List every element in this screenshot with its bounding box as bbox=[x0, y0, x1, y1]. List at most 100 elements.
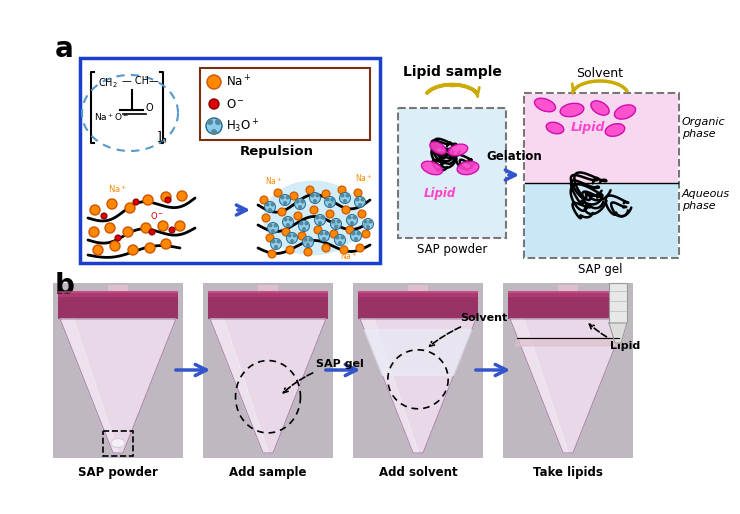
Circle shape bbox=[338, 241, 342, 245]
Circle shape bbox=[206, 118, 222, 134]
Ellipse shape bbox=[111, 438, 125, 448]
Text: Add sample: Add sample bbox=[229, 466, 307, 479]
Polygon shape bbox=[60, 319, 176, 453]
Circle shape bbox=[133, 199, 139, 205]
Circle shape bbox=[211, 129, 217, 135]
Circle shape bbox=[352, 231, 355, 235]
Circle shape bbox=[363, 218, 374, 229]
Circle shape bbox=[318, 221, 322, 225]
Circle shape bbox=[289, 217, 292, 222]
Circle shape bbox=[322, 244, 330, 252]
Polygon shape bbox=[210, 319, 326, 453]
Circle shape bbox=[306, 243, 310, 247]
Bar bbox=[358, 291, 478, 319]
Circle shape bbox=[286, 223, 290, 227]
Circle shape bbox=[149, 229, 155, 235]
Bar bbox=[108, 285, 128, 297]
Circle shape bbox=[355, 197, 360, 201]
Circle shape bbox=[350, 221, 354, 225]
Circle shape bbox=[277, 240, 280, 244]
Circle shape bbox=[283, 216, 294, 228]
Circle shape bbox=[328, 203, 332, 207]
Circle shape bbox=[313, 199, 317, 203]
Circle shape bbox=[207, 119, 213, 125]
Circle shape bbox=[110, 241, 120, 251]
Text: Lipid sample: Lipid sample bbox=[403, 65, 502, 79]
Text: Lipid: Lipid bbox=[571, 121, 605, 135]
Circle shape bbox=[262, 214, 270, 222]
Circle shape bbox=[337, 219, 340, 224]
Circle shape bbox=[209, 99, 219, 109]
Ellipse shape bbox=[448, 144, 468, 156]
Text: O$^-$: O$^-$ bbox=[226, 98, 245, 111]
Bar bbox=[53, 283, 183, 458]
Text: Repulsion: Repulsion bbox=[240, 145, 314, 158]
Circle shape bbox=[358, 210, 366, 218]
Circle shape bbox=[286, 246, 294, 254]
Circle shape bbox=[340, 246, 348, 254]
Circle shape bbox=[363, 219, 368, 224]
Circle shape bbox=[303, 237, 308, 242]
Circle shape bbox=[145, 243, 155, 253]
Bar bbox=[358, 291, 478, 297]
Text: SAP powder: SAP powder bbox=[417, 243, 487, 256]
Bar bbox=[609, 283, 627, 323]
Circle shape bbox=[264, 201, 275, 212]
Circle shape bbox=[352, 215, 357, 219]
Bar bbox=[353, 283, 483, 458]
Bar bbox=[558, 285, 578, 297]
Circle shape bbox=[268, 250, 276, 258]
Text: SAP gel: SAP gel bbox=[283, 359, 364, 393]
Circle shape bbox=[274, 245, 278, 249]
Polygon shape bbox=[609, 323, 627, 343]
Bar bbox=[103, 431, 133, 456]
Circle shape bbox=[286, 232, 297, 244]
Circle shape bbox=[292, 233, 297, 237]
Text: Aqueous
phase: Aqueous phase bbox=[682, 189, 730, 211]
Circle shape bbox=[354, 196, 366, 208]
Circle shape bbox=[340, 193, 351, 204]
Text: Solvent: Solvent bbox=[576, 67, 624, 80]
Circle shape bbox=[128, 245, 138, 255]
Text: O: O bbox=[145, 103, 152, 113]
Bar bbox=[203, 283, 333, 458]
Ellipse shape bbox=[534, 98, 556, 112]
Bar bbox=[398, 108, 506, 238]
Bar bbox=[208, 291, 328, 297]
Circle shape bbox=[90, 205, 100, 215]
Circle shape bbox=[340, 193, 345, 197]
Circle shape bbox=[303, 236, 314, 248]
Ellipse shape bbox=[422, 161, 443, 175]
Circle shape bbox=[268, 208, 272, 212]
Text: Lipid: Lipid bbox=[424, 187, 456, 199]
Circle shape bbox=[330, 230, 338, 238]
Circle shape bbox=[369, 219, 372, 224]
Circle shape bbox=[158, 221, 168, 231]
Text: SAP gel: SAP gel bbox=[578, 263, 622, 276]
Ellipse shape bbox=[614, 105, 636, 119]
Circle shape bbox=[335, 235, 340, 240]
Circle shape bbox=[314, 226, 322, 234]
Circle shape bbox=[269, 224, 272, 228]
Circle shape bbox=[304, 248, 312, 256]
Circle shape bbox=[215, 119, 221, 125]
Circle shape bbox=[298, 232, 306, 240]
Polygon shape bbox=[360, 319, 419, 453]
Circle shape bbox=[340, 235, 345, 240]
Circle shape bbox=[283, 201, 287, 205]
Circle shape bbox=[309, 193, 320, 204]
Circle shape bbox=[143, 195, 153, 205]
Circle shape bbox=[325, 196, 335, 208]
Polygon shape bbox=[60, 319, 118, 453]
Circle shape bbox=[161, 192, 171, 202]
Text: Na$^+$: Na$^+$ bbox=[226, 75, 252, 89]
Circle shape bbox=[311, 193, 314, 197]
Circle shape bbox=[302, 227, 306, 231]
Circle shape bbox=[306, 186, 314, 194]
Circle shape bbox=[346, 214, 357, 226]
Circle shape bbox=[331, 218, 341, 229]
Circle shape bbox=[115, 235, 121, 241]
Circle shape bbox=[295, 199, 300, 204]
Polygon shape bbox=[364, 329, 472, 375]
Circle shape bbox=[125, 203, 135, 213]
